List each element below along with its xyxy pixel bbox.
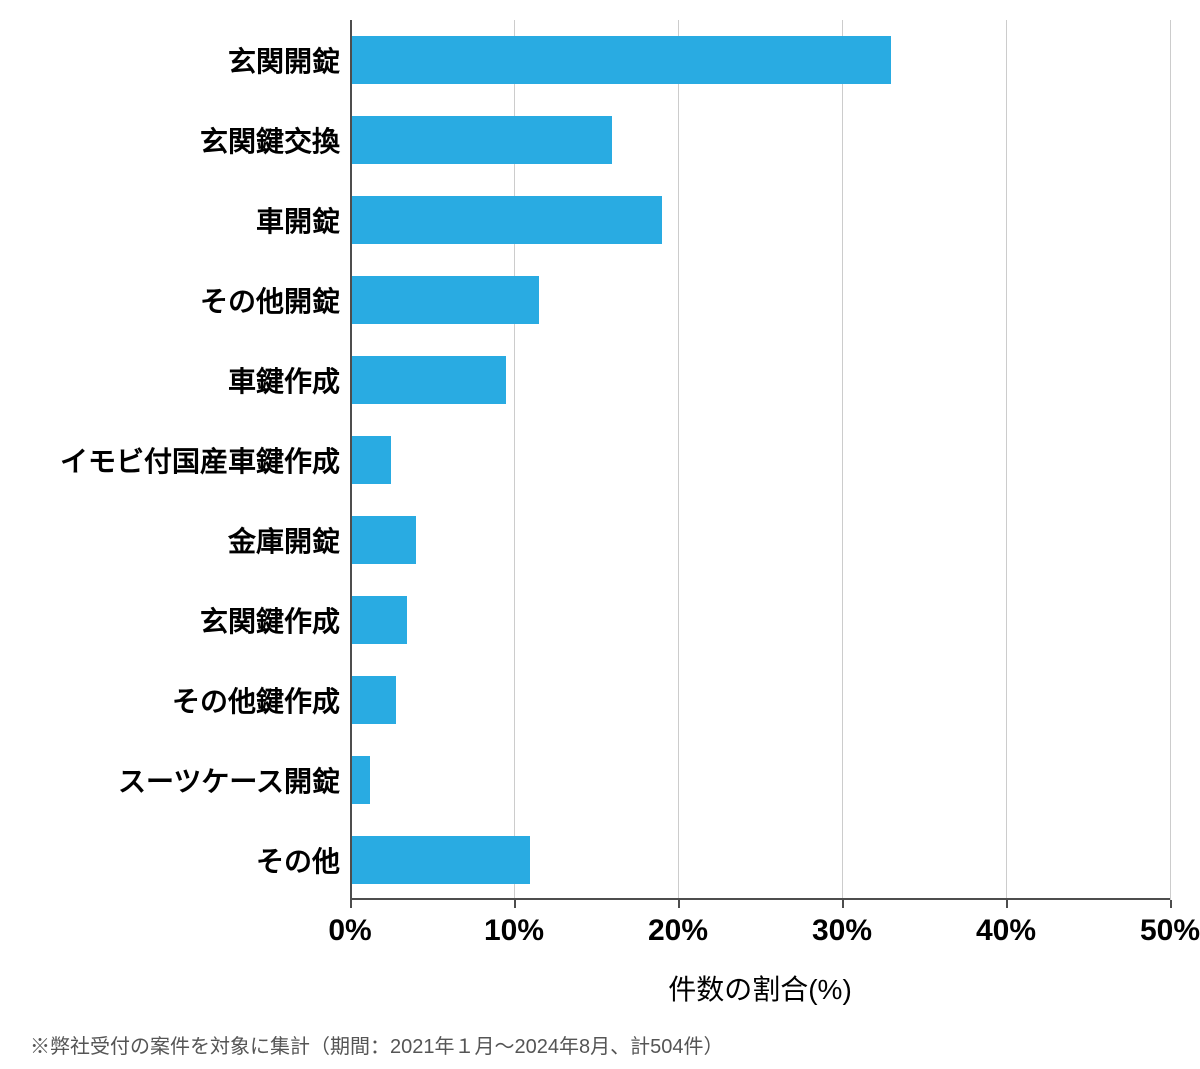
- bar: [350, 36, 891, 84]
- y-axis-label: その他開錠: [0, 260, 340, 340]
- y-axis-label: その他: [0, 820, 340, 900]
- plot-area: [350, 20, 1170, 900]
- bar-row: [350, 660, 396, 740]
- y-axis-label: 玄関鍵作成: [0, 580, 340, 660]
- x-tick: [1006, 900, 1008, 908]
- y-axis-label: スーツケース開錠: [0, 740, 340, 820]
- gridline: [842, 20, 843, 900]
- x-tick: [514, 900, 516, 908]
- bar-row: [350, 340, 506, 420]
- y-axis-label: その他鍵作成: [0, 660, 340, 740]
- bar: [350, 436, 391, 484]
- y-axis-line: [350, 20, 352, 900]
- bar-row: [350, 100, 612, 180]
- bar-row: [350, 500, 416, 580]
- bar-row: [350, 260, 539, 340]
- bar: [350, 116, 612, 164]
- x-tick-label: 50%: [1140, 914, 1200, 948]
- x-tick-label: 10%: [484, 914, 544, 948]
- bar: [350, 676, 396, 724]
- x-tick-label: 20%: [648, 914, 708, 948]
- bar: [350, 836, 530, 884]
- x-tick: [842, 900, 844, 908]
- gridline: [678, 20, 679, 900]
- bar-row: [350, 20, 891, 100]
- x-tick: [678, 900, 680, 908]
- footnote: ※弊社受付の案件を対象に集計（期間：2021年１月〜2024年8月、計504件）: [30, 1030, 723, 1059]
- bar-row: [350, 580, 407, 660]
- y-axis-label: 金庫開錠: [0, 500, 340, 580]
- bar-row: [350, 820, 530, 900]
- y-axis-label: 車開錠: [0, 180, 340, 260]
- bar-row: [350, 740, 370, 820]
- bar: [350, 356, 506, 404]
- x-tick: [350, 900, 352, 908]
- x-axis-title: 件数の割合(%): [350, 968, 1170, 1008]
- bar: [350, 516, 416, 564]
- gridline: [1006, 20, 1007, 900]
- bar-row: [350, 420, 391, 500]
- x-tick-label: 40%: [976, 914, 1036, 948]
- bar: [350, 756, 370, 804]
- bar: [350, 596, 407, 644]
- y-axis-label: 玄関開錠: [0, 20, 340, 100]
- y-axis-label: 玄関鍵交換: [0, 100, 340, 180]
- x-tick-label: 0%: [328, 914, 371, 948]
- x-tick-label: 30%: [812, 914, 872, 948]
- bar: [350, 196, 662, 244]
- x-tick: [1170, 900, 1172, 908]
- chart-container: 玄関開錠玄関鍵交換車開錠その他開錠車鍵作成イモビ付国産車鍵作成金庫開錠玄関鍵作成…: [0, 0, 1200, 1069]
- y-axis-label: 車鍵作成: [0, 340, 340, 420]
- bar-row: [350, 180, 662, 260]
- gridline: [1170, 20, 1171, 900]
- bar: [350, 276, 539, 324]
- y-axis-label: イモビ付国産車鍵作成: [0, 420, 340, 500]
- x-axis-line: [350, 898, 1170, 900]
